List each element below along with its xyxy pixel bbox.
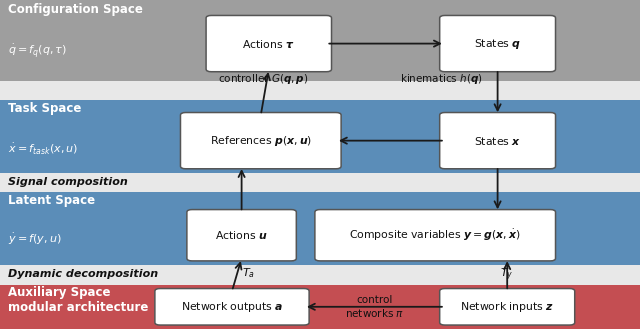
FancyBboxPatch shape — [206, 15, 332, 72]
FancyBboxPatch shape — [440, 113, 556, 169]
Text: $\dot{y} = f(y, u)$: $\dot{y} = f(y, u)$ — [8, 232, 61, 247]
Text: Task Space: Task Space — [8, 102, 81, 115]
Text: States $\boldsymbol{q}$: States $\boldsymbol{q}$ — [474, 37, 521, 51]
Bar — [0, 285, 640, 329]
Text: $T_y$: $T_y$ — [500, 266, 514, 283]
Text: Actions $\boldsymbol{u}$: Actions $\boldsymbol{u}$ — [215, 229, 268, 241]
FancyBboxPatch shape — [315, 210, 556, 261]
Text: Composite variables $\boldsymbol{y} = \boldsymbol{g}(\boldsymbol{x}, \dot{\bolds: Composite variables $\boldsymbol{y} = \b… — [349, 228, 521, 243]
Text: control
networks $\pi$: control networks $\pi$ — [345, 295, 404, 318]
FancyBboxPatch shape — [187, 210, 296, 261]
FancyBboxPatch shape — [440, 289, 575, 325]
Text: Dynamic decomposition: Dynamic decomposition — [8, 269, 158, 279]
Text: $T_a$: $T_a$ — [242, 266, 255, 280]
Text: Actions $\boldsymbol{\tau}$: Actions $\boldsymbol{\tau}$ — [243, 38, 295, 50]
Text: Configuration Space: Configuration Space — [8, 3, 143, 16]
FancyBboxPatch shape — [440, 15, 556, 72]
Bar — [0, 100, 640, 173]
Text: Auxiliary Space
modular architecture: Auxiliary Space modular architecture — [8, 286, 148, 314]
Text: Network outputs $\boldsymbol{a}$: Network outputs $\boldsymbol{a}$ — [180, 300, 284, 314]
Text: References $\boldsymbol{p}(\boldsymbol{x},\boldsymbol{u})$: References $\boldsymbol{p}(\boldsymbol{x… — [210, 134, 312, 148]
Text: States $\boldsymbol{x}$: States $\boldsymbol{x}$ — [474, 135, 521, 147]
Text: Signal composition: Signal composition — [8, 177, 127, 187]
FancyBboxPatch shape — [180, 113, 341, 169]
Bar — [0, 0, 640, 81]
Text: kinematics $h(\boldsymbol{q})$: kinematics $h(\boldsymbol{q})$ — [400, 71, 483, 86]
Bar — [0, 192, 640, 265]
FancyBboxPatch shape — [155, 289, 309, 325]
Text: $\dot{q} = f_q(q, \tau)$: $\dot{q} = f_q(q, \tau)$ — [8, 43, 67, 61]
Text: Latent Space: Latent Space — [8, 194, 95, 207]
Text: controller $G(\boldsymbol{q}, \boldsymbol{p})$: controller $G(\boldsymbol{q}, \boldsymbo… — [218, 71, 308, 86]
Text: $\dot{x} = f_{task}(x, u)$: $\dot{x} = f_{task}(x, u)$ — [8, 141, 78, 156]
Text: Network inputs $\boldsymbol{z}$: Network inputs $\boldsymbol{z}$ — [460, 300, 554, 314]
